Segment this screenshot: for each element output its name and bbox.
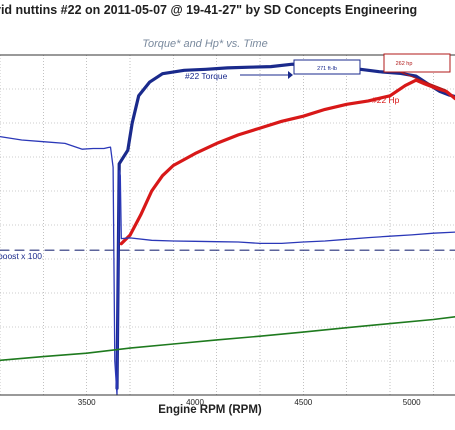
x-tick-label: 3500 [78, 398, 96, 407]
plot-frame [0, 54, 455, 396]
series-line [119, 78, 455, 246]
x-axis-ticks: 3500 4000 4500 5000 [78, 398, 421, 407]
torque-series-label: #22 Torque [185, 71, 228, 81]
x-tick-label: 5000 [403, 398, 421, 407]
torque-peak-value: 271 ft-lb [317, 66, 337, 72]
torque-pointer-arrow [288, 71, 293, 79]
x-tick-label: 4000 [186, 398, 204, 407]
plot-area [0, 55, 455, 395]
chart-title: vid nuttins #22 on 2011-05-07 @ 19-41-27… [0, 3, 417, 17]
x-axis-label: Engine RPM (RPM) [158, 404, 262, 416]
x-tick-label: 4500 [294, 398, 312, 407]
grid-lines [0, 55, 455, 395]
chart-subtitle: Torque* and Hp* vs. Time [142, 38, 267, 50]
hp-peak-box [383, 53, 451, 73]
series-line [0, 135, 455, 396]
series-layer [0, 62, 455, 396]
torque-peak-box [293, 59, 361, 75]
hp-pointer [399, 71, 447, 91]
hp-peak-value: 262 hp [396, 61, 413, 67]
hp-series-label: #22 Hp [372, 95, 400, 105]
series-line [0, 315, 455, 362]
series-line [115, 62, 455, 390]
boost-series-label: boost x 100 [0, 251, 42, 261]
